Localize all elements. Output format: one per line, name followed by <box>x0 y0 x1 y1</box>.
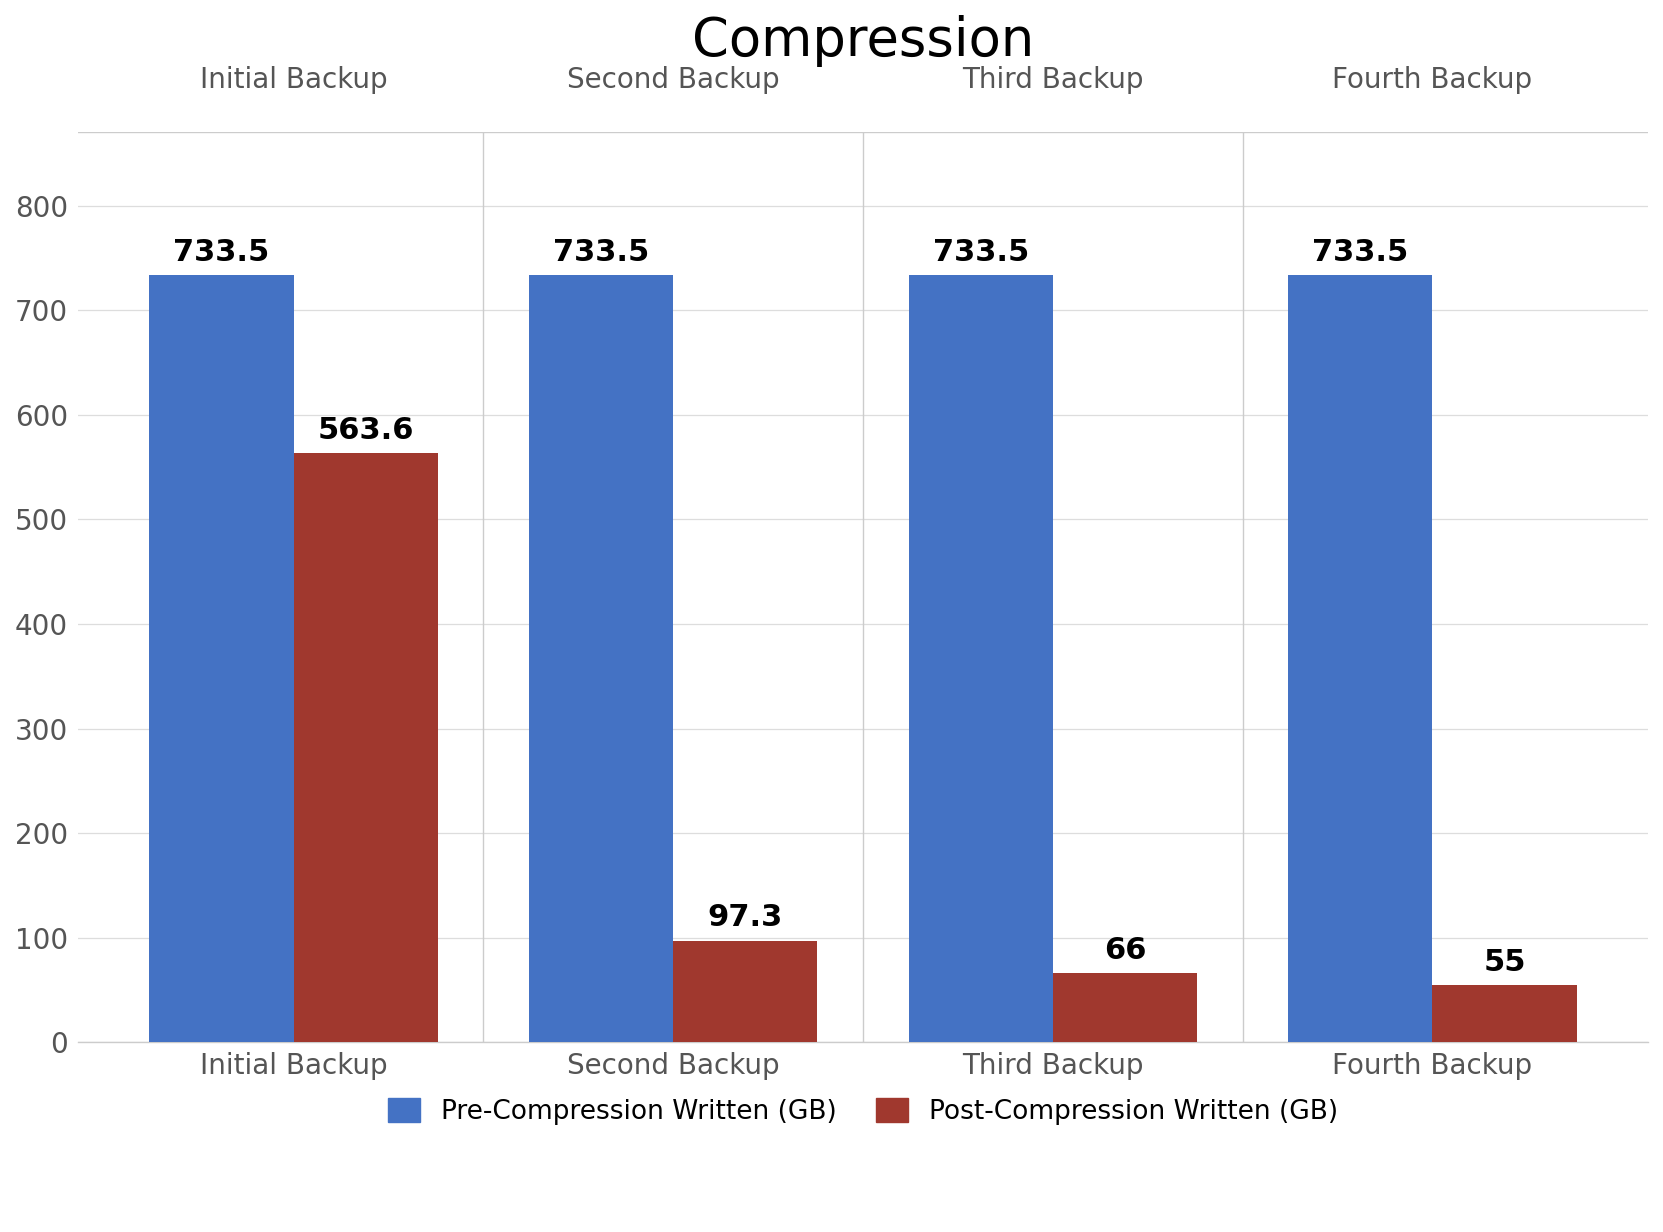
Bar <box>294 453 437 1042</box>
Text: 733.5: 733.5 <box>1312 238 1409 267</box>
Bar <box>1432 984 1577 1042</box>
Text: Third Backup: Third Backup <box>961 65 1144 94</box>
Bar <box>529 275 674 1042</box>
Bar <box>908 275 1053 1042</box>
Text: 563.6: 563.6 <box>318 415 414 445</box>
Text: 733.5: 733.5 <box>552 238 649 267</box>
Text: Fourth Backup: Fourth Backup <box>1332 65 1532 94</box>
Title: Compression: Compression <box>692 15 1034 67</box>
Text: 733.5: 733.5 <box>173 238 269 267</box>
Text: Second Backup: Second Backup <box>567 65 780 94</box>
Bar <box>674 941 818 1042</box>
Bar <box>1053 973 1197 1042</box>
Text: 733.5: 733.5 <box>933 238 1029 267</box>
Legend: Pre-Compression Written (GB), Post-Compression Written (GB): Pre-Compression Written (GB), Post-Compr… <box>374 1085 1350 1138</box>
Bar <box>1289 275 1432 1042</box>
Bar <box>150 275 294 1042</box>
Text: 55: 55 <box>1483 947 1525 977</box>
Text: 66: 66 <box>1104 936 1146 965</box>
Text: Initial Backup: Initial Backup <box>200 65 387 94</box>
Text: 97.3: 97.3 <box>708 903 783 933</box>
